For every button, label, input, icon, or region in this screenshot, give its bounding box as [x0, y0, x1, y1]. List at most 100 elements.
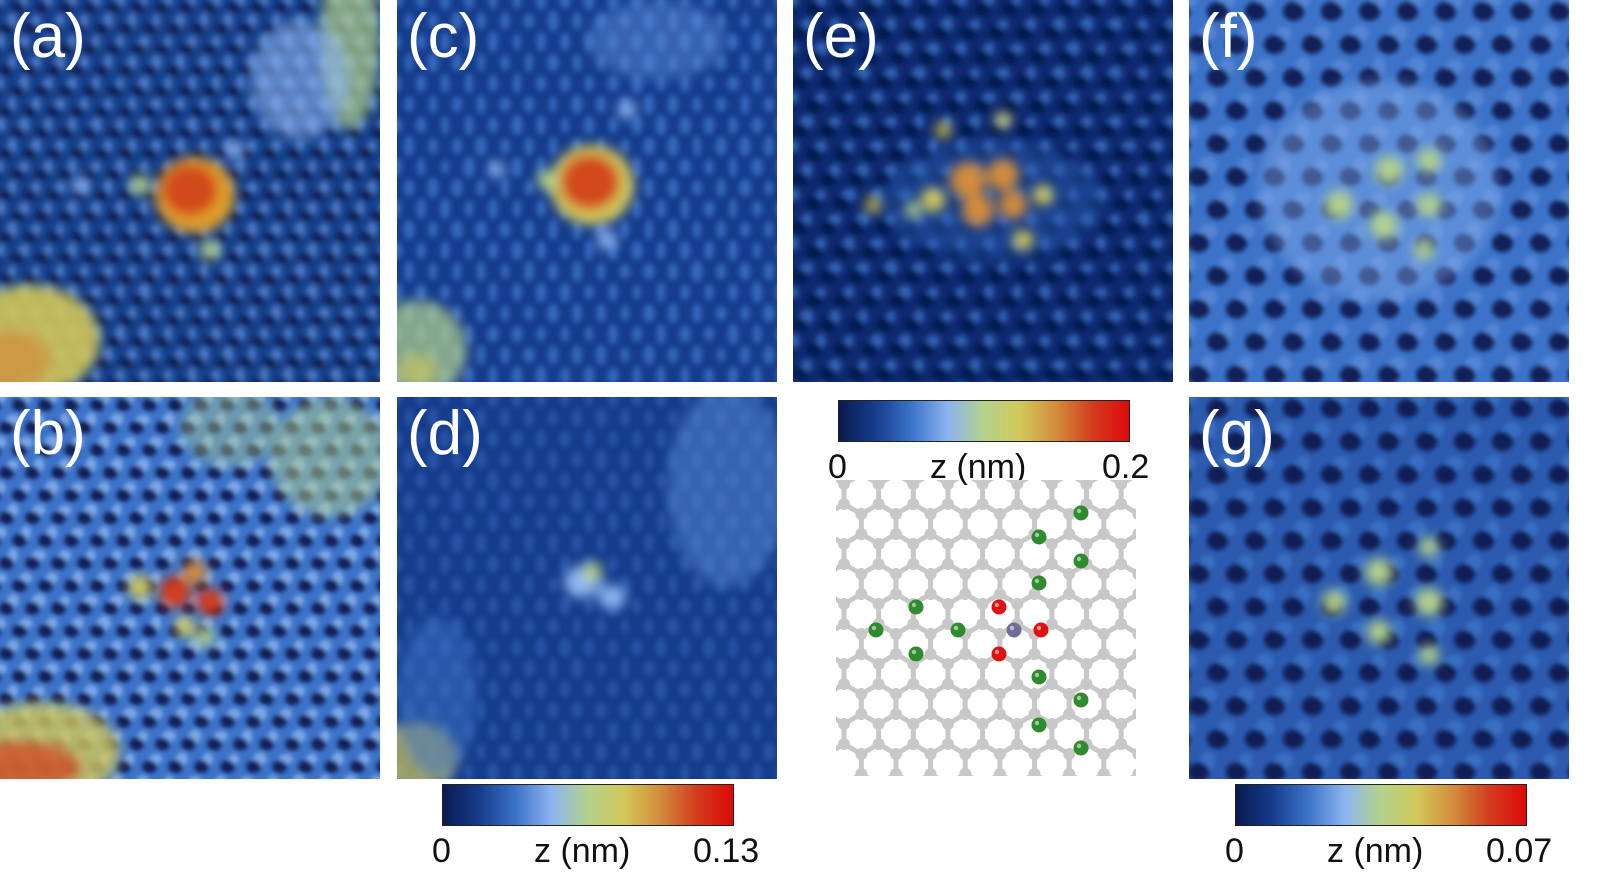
lattice-atom [1080, 598, 1093, 610]
lattice-atom [1063, 528, 1076, 540]
lattice-atom [1045, 538, 1058, 550]
lattice-atom [941, 598, 954, 610]
lattice-atom [1011, 718, 1024, 730]
lattice-atom [959, 508, 972, 520]
dopant-green-atom [1031, 717, 1047, 733]
lattice-atom [907, 480, 920, 490]
lattice-atom [1097, 748, 1110, 760]
lattice-atom [1132, 688, 1136, 700]
lattice-atom [959, 648, 972, 660]
lattice-atom [1115, 498, 1128, 510]
lattice-atom [1063, 708, 1076, 720]
lattice-atom [1045, 618, 1058, 630]
colorbar-cd [442, 784, 734, 826]
lattice-atom [976, 480, 989, 490]
lattice-atom [889, 568, 902, 580]
stm-map-g [1189, 397, 1569, 779]
lattice-atom [924, 528, 937, 540]
lattice-atom [907, 718, 920, 730]
lattice-atom [1045, 558, 1058, 570]
lattice-atom [959, 708, 972, 720]
colorbar-e-axis-label: z (nm) [930, 448, 1027, 486]
lattice-atom [1132, 748, 1136, 760]
lattice-atom [838, 738, 850, 750]
lattice-atom [976, 498, 989, 510]
lattice-atom [959, 528, 972, 540]
lattice-atom [941, 538, 954, 550]
lattice-atom [993, 768, 1006, 776]
lattice-atom [838, 678, 850, 690]
panel-label-d: (d) [407, 399, 483, 468]
lattice-atom [1132, 568, 1136, 580]
lattice-atom [993, 568, 1006, 580]
lattice-atom [838, 718, 850, 730]
stm-map-a [0, 0, 380, 382]
dopant-red-atom [991, 599, 1007, 615]
lattice-atom [855, 708, 868, 720]
dopant-green-atom [908, 599, 924, 615]
lattice-atom [1063, 688, 1076, 700]
lattice-atom [838, 618, 850, 630]
lattice-atom [1045, 738, 1058, 750]
lattice-atom [1115, 738, 1128, 750]
lattice-atom [1045, 658, 1058, 670]
lattice-atom [872, 538, 885, 550]
lattice-atom [872, 678, 885, 690]
lattice-atom [1063, 768, 1076, 776]
dopant-red-atom [991, 646, 1007, 662]
lattice-atom [1115, 618, 1128, 630]
lattice-atom [1011, 658, 1024, 670]
lattice-atom [924, 768, 937, 776]
dopant-green-atom [1073, 692, 1089, 708]
lattice-atom [1045, 480, 1058, 490]
lattice-atom [1045, 598, 1058, 610]
lattice-atom [976, 678, 989, 690]
stm-map-b [0, 397, 380, 779]
lattice-atom [1080, 538, 1093, 550]
lattice-atom [1028, 588, 1041, 600]
lattice-atom [872, 658, 885, 670]
lattice-atom [993, 528, 1006, 540]
lattice-atom [941, 738, 954, 750]
stm-image-g: (g) [1189, 397, 1569, 779]
lattice-atom [1011, 480, 1024, 490]
lattice-atom [924, 568, 937, 580]
lattice-atom [907, 618, 920, 630]
lattice-atom [1115, 538, 1128, 550]
stm-map-f [1189, 0, 1569, 382]
lattice-atom [872, 480, 885, 490]
lattice-atom [1045, 498, 1058, 510]
lattice-atom [941, 718, 954, 730]
lattice-atom [976, 658, 989, 670]
lattice-atom [1132, 528, 1136, 540]
lattice-atom [941, 480, 954, 490]
dopant-green-atom [1031, 529, 1047, 545]
lattice-atom [907, 558, 920, 570]
lattice-atom [976, 718, 989, 730]
lattice-atom [976, 538, 989, 550]
lattice-atom [889, 748, 902, 760]
dopant-green-atom [1073, 740, 1089, 756]
colorbar-cd-max: 0.13 [693, 832, 760, 870]
lattice-atom [838, 558, 850, 570]
lattice-atom [924, 688, 937, 700]
stm-image-a: (a) [0, 0, 380, 382]
lattice-atom [838, 480, 850, 490]
lattice-atom [1011, 678, 1024, 690]
lattice-atom [941, 618, 954, 630]
lattice-atom [1097, 508, 1110, 520]
lattice-atom [872, 558, 885, 570]
lattice-atom [959, 568, 972, 580]
lattice-atom [924, 648, 937, 660]
panel-label-f: (f) [1199, 2, 1258, 71]
lattice-atom [924, 708, 937, 720]
lattice-atom [1097, 568, 1110, 580]
stm-image-c: (c) [397, 0, 777, 382]
dopant-red-atom [1033, 622, 1049, 638]
colorbar-fg-axis-label: z (nm) [1327, 832, 1424, 870]
lattice-atom [924, 588, 937, 600]
lattice-atom [1132, 768, 1136, 776]
panel-label-b: (b) [10, 399, 86, 468]
colorbar-fg-min: 0 [1225, 832, 1244, 870]
lattice-atom [1063, 628, 1076, 640]
